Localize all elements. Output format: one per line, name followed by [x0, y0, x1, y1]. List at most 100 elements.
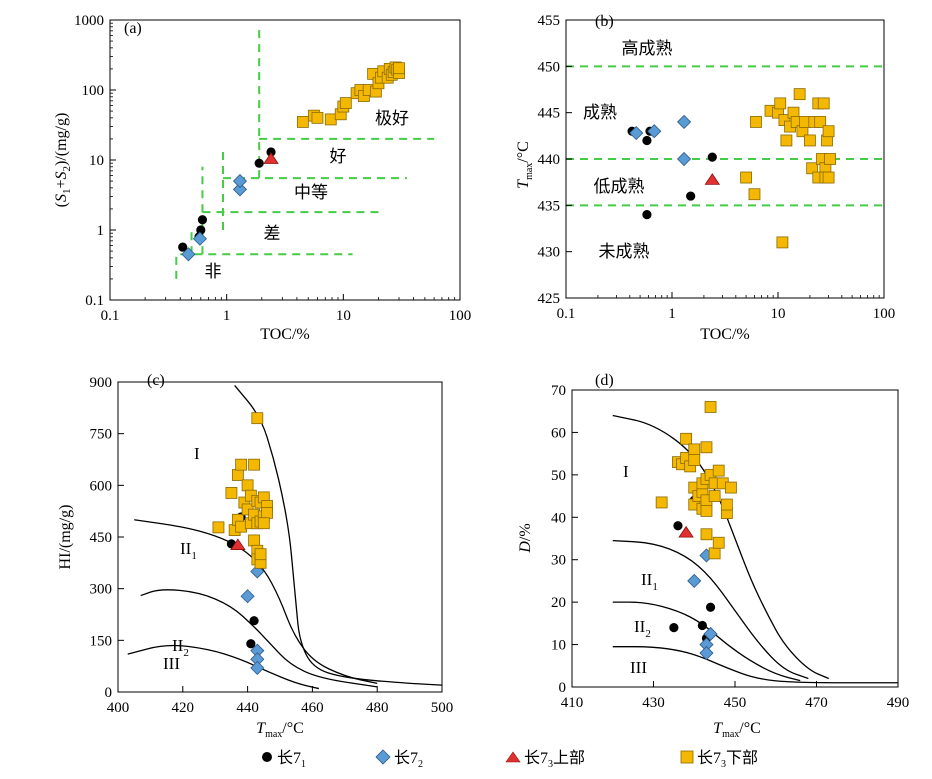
c-kerogen-II1: II1 [180, 539, 197, 562]
d-y-tick-label: 20 [551, 595, 566, 611]
b-point-square [806, 162, 819, 175]
b-point-square [822, 125, 835, 138]
legend-marker-square [680, 750, 694, 764]
c-x-axis-title: Tmax/°C [256, 720, 304, 740]
b-y-axis-title: Tmax/°C [515, 141, 535, 189]
panel-c: 400 420 440 460 480 500 0 150 300 450 600 750 900 (c… [57, 372, 453, 740]
c-point-square [248, 534, 260, 547]
a-point-circle [254, 158, 264, 168]
d-axes: 410 430 450 470 490 0 10 20 30 40 50 60 70 [551, 383, 909, 711]
c-y-tick-label: 750 [90, 427, 113, 443]
legend-label: 长71 [277, 750, 307, 771]
b-point-circle [686, 191, 696, 201]
b-point-square [748, 188, 761, 201]
a-y-tick-label: 1000 [74, 13, 104, 29]
c-y-tick-label: 300 [90, 582, 113, 598]
b-x-axis-title: TOC/% [700, 326, 749, 343]
b-axes: 0.1 1 10 100 425 430 435 440 445 450 455 [538, 13, 896, 322]
d-kerogen-curves [612, 414, 898, 684]
d-point-square [655, 496, 668, 509]
a-y-axis-title: (S1+S2)/(mg/g) [53, 113, 73, 208]
c-point-diamond [240, 589, 255, 604]
d-point-square [725, 481, 737, 494]
b-point-circle [642, 135, 652, 146]
b-point-square [774, 97, 787, 110]
legend-marker-diamond [375, 749, 391, 765]
d-y-axis-title: D/% [517, 523, 534, 553]
d-point-diamond [699, 645, 714, 661]
a-point-square [324, 113, 337, 126]
c-kerogen-boundary-curve [134, 519, 378, 685]
a-point-circle [196, 225, 206, 235]
d-point-square [688, 454, 701, 466]
a-point-diamond [232, 174, 248, 189]
a-point-triangle [263, 152, 279, 164]
c-kerogen-boundary-curve [140, 589, 378, 688]
c-point-square [251, 412, 264, 425]
c-point-square [225, 487, 238, 499]
b-y-tick-label: 450 [538, 59, 561, 75]
a-zone-poor: 差 [264, 224, 281, 243]
legend-item-chang73-upper: 长73上部 [505, 744, 585, 770]
legend-item-chang73-lower: 长73下部 [680, 744, 758, 770]
b-point-square [814, 116, 827, 128]
b-zone-low-mature: 低成熟 [594, 176, 645, 196]
d-point-square [720, 498, 733, 511]
c-data-points [212, 412, 273, 675]
b-zone-immature: 未成熟 [599, 241, 650, 261]
a-x-axis-title: TOC/% [260, 326, 309, 343]
a-point-circle [178, 242, 188, 252]
b-point-circle [642, 210, 652, 220]
d-kerogen-II2: II2 [634, 617, 651, 640]
b-point-circle [707, 152, 717, 162]
a-y-tick-label: 10 [89, 153, 104, 169]
d-kerogen-II1: II1 [641, 570, 658, 593]
c-kerogen-boundary-curve [234, 385, 442, 686]
c-point-square [248, 458, 260, 471]
c-point-triangle [230, 538, 246, 550]
c-point-square [241, 479, 254, 492]
d-point-circle [673, 521, 683, 531]
c-y-tick-label: 450 [90, 530, 113, 546]
b-zone-mature: 成熟 [583, 102, 617, 122]
a-y-tick-label: 0.1 [85, 293, 104, 309]
legend: 长71 长72 长73上部 长73下部 [260, 744, 860, 770]
d-point-triangle [678, 525, 694, 538]
c-y-tick-label: 0 [105, 685, 113, 701]
b-point-diamond [629, 125, 644, 141]
panel-b: 0.1 1 10 100 425 430 435 440 445 450 455 (b) TOC/%… [515, 13, 895, 343]
a-point-square [296, 116, 309, 128]
d-point-diamond [687, 573, 702, 588]
a-point-diamond [181, 247, 196, 262]
panel-d: 410 430 450 470 490 0 10 20 30 40 50 60 70 (d) D/% T… [517, 372, 909, 740]
d-kerogen-boundary-curve [612, 414, 829, 680]
b-panel-label: (b) [595, 13, 614, 30]
b-y-tick-label: 435 [538, 198, 561, 214]
c-kerogen-II2: II2 [172, 636, 189, 659]
d-kerogen-III: III [630, 658, 647, 677]
d-point-circle [705, 602, 716, 612]
c-point-circle [246, 639, 256, 649]
d-y-tick-label: 30 [551, 553, 566, 569]
d-point-square [688, 443, 701, 456]
a-y-tick-label: 1 [97, 223, 105, 239]
d-x-tick-label: 490 [887, 695, 910, 711]
a-plot-frame [109, 19, 461, 301]
d-point-circle [697, 620, 708, 631]
b-point-square [793, 88, 806, 101]
d-kerogen-I: I [623, 462, 629, 481]
b-boundary-lines [566, 65, 884, 207]
b-point-square [817, 97, 830, 110]
a-point-circle [266, 147, 276, 157]
c-point-square [235, 458, 248, 471]
d-point-square [704, 401, 717, 413]
b-point-square [822, 171, 835, 184]
b-x-tick-label: 1 [668, 306, 676, 322]
d-x-tick-label: 410 [561, 695, 584, 711]
legend-item-chang71: 长71 [260, 744, 306, 770]
d-point-square [712, 464, 725, 477]
d-data-points [655, 401, 737, 661]
d-point-square [712, 536, 725, 549]
b-y-tick-label: 425 [538, 291, 561, 307]
